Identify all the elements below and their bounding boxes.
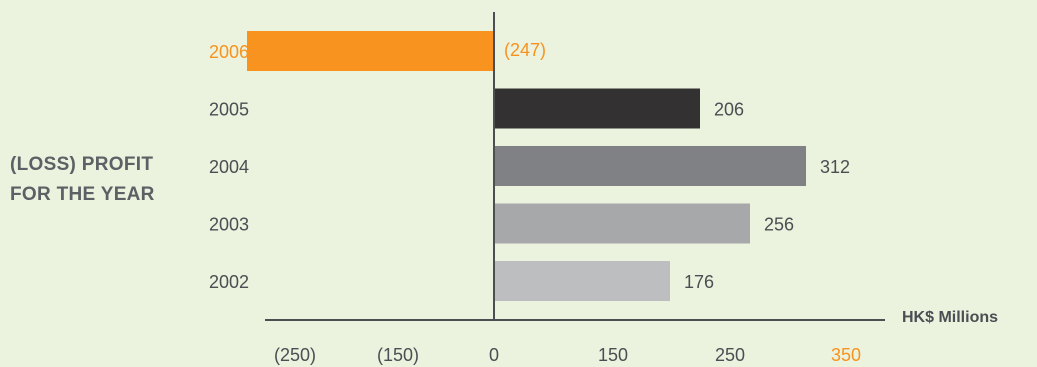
x-tick-label-150: (150): [377, 345, 419, 365]
x-tick-label-0: 0: [489, 345, 499, 365]
bar-2003: [494, 203, 750, 244]
y-axis-title-line-1: (LOSS) PROFIT: [10, 154, 154, 175]
y-axis-title: (LOSS) PROFIT FOR THE YEAR: [10, 150, 155, 210]
x-tick-label-250: (250): [274, 345, 316, 365]
value-label-2004: 312: [820, 157, 850, 177]
category-label-2004: 2004: [209, 157, 249, 177]
x-tick-label-150: 150: [598, 345, 628, 365]
bar-2004: [494, 146, 806, 186]
x-tick-label-350: 350: [831, 345, 861, 365]
value-label-2003: 256: [764, 215, 794, 235]
bar-2006: [247, 31, 494, 71]
value-label-2002: 176: [684, 272, 714, 292]
x-axis-unit-label: HK$ Millions: [902, 309, 999, 326]
category-label-2003: 2003: [209, 215, 249, 235]
category-label-2005: 2005: [209, 100, 249, 120]
value-label-2006: (247): [504, 40, 546, 60]
x-tick-label-250: 250: [715, 345, 745, 365]
bar-2002: [494, 261, 670, 301]
category-label-2002: 2002: [209, 272, 249, 292]
bar-2005: [494, 88, 700, 129]
y-axis-title-line-2: FOR THE YEAR: [10, 184, 155, 205]
value-label-2005: 206: [714, 100, 744, 120]
category-label-2006: 2006: [209, 42, 249, 62]
